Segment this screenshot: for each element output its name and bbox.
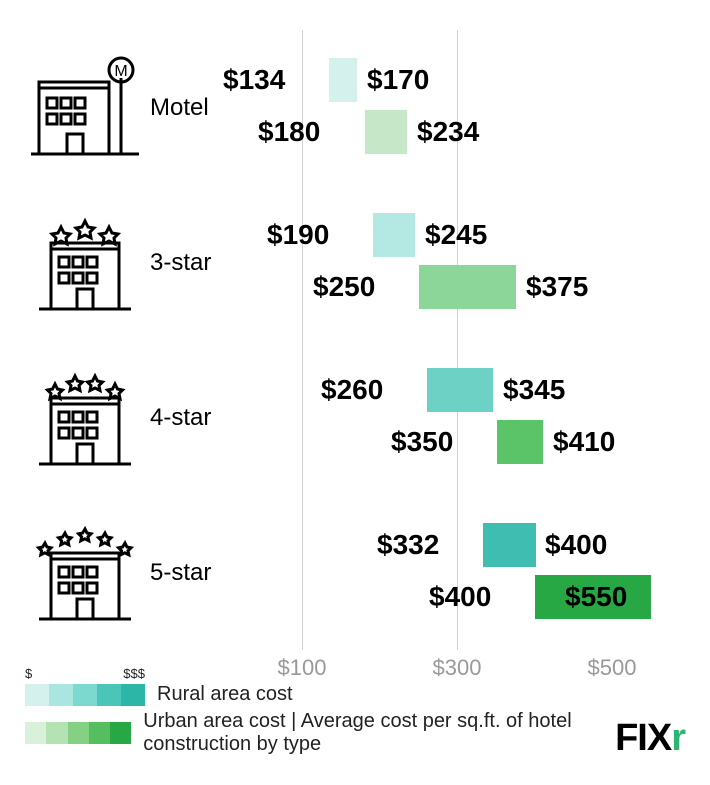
legend-scale-high: $$$ bbox=[123, 666, 145, 681]
4star-icon bbox=[20, 353, 150, 483]
motel-rural-high: $170 bbox=[367, 64, 429, 96]
legend-urban-label: Urban area cost | Average cost per sq.ft… bbox=[143, 710, 685, 756]
category-label-motel: Motel bbox=[150, 94, 225, 122]
motel-rural-low: $134 bbox=[223, 64, 285, 96]
urban-gradient-swatch bbox=[25, 722, 131, 744]
legend-scale-labels: $ $$$ bbox=[25, 666, 145, 681]
row-3star: 3-star $190 $245 $250 $375 bbox=[20, 185, 690, 340]
5star-icon bbox=[20, 508, 150, 638]
bars-5star: $332 $400 $400 $550 bbox=[225, 495, 690, 650]
3star-urban-bar bbox=[419, 265, 516, 309]
bars-4star: $260 $345 $350 $410 bbox=[225, 340, 690, 495]
5star-urban-low: $400 bbox=[429, 581, 491, 613]
motel-rural-bar bbox=[329, 58, 357, 102]
3star-urban-high: $375 bbox=[526, 271, 588, 303]
5star-urban-high: $550 bbox=[565, 581, 627, 613]
bars-3star: $190 $245 $250 $375 bbox=[225, 185, 690, 340]
chart-area: M Motel $134 $170 $180 $234 bbox=[20, 30, 690, 650]
brand-part2: r bbox=[671, 717, 685, 759]
category-label-5star: 5-star bbox=[150, 559, 225, 587]
4star-urban-low: $350 bbox=[391, 426, 453, 458]
3star-rural-bar bbox=[373, 213, 415, 257]
4star-urban-high: $410 bbox=[553, 426, 615, 458]
3star-rural-high: $245 bbox=[425, 219, 487, 251]
row-4star: 4-star $260 $345 $350 $410 bbox=[20, 340, 690, 495]
brand-part1: FIX bbox=[615, 717, 671, 759]
4star-rural-low: $260 bbox=[321, 374, 383, 406]
legend-rural-label: Rural area cost bbox=[157, 683, 293, 706]
category-label-3star: 3-star bbox=[150, 249, 225, 277]
3star-rural-low: $190 bbox=[267, 219, 329, 251]
row-5star: 5-star $332 $400 $400 $550 bbox=[20, 495, 690, 650]
5star-rural-high: $400 bbox=[545, 529, 607, 561]
motel-urban-bar bbox=[365, 110, 407, 154]
4star-urban-bar bbox=[497, 420, 543, 464]
rural-gradient-swatch bbox=[25, 684, 145, 706]
brand-logo: FIXr bbox=[615, 717, 685, 760]
legend-scale-low: $ bbox=[25, 666, 32, 681]
row-motel: M Motel $134 $170 $180 $234 bbox=[20, 30, 690, 185]
svg-text:M: M bbox=[114, 63, 127, 80]
motel-urban-high: $234 bbox=[417, 116, 479, 148]
category-label-4star: 4-star bbox=[150, 404, 225, 432]
4star-rural-bar bbox=[427, 368, 493, 412]
4star-rural-high: $345 bbox=[503, 374, 565, 406]
motel-urban-low: $180 bbox=[258, 116, 320, 148]
legend: $ $$$ Rural area cost Urban area cost | … bbox=[25, 666, 685, 760]
5star-rural-low: $332 bbox=[377, 529, 439, 561]
3star-urban-low: $250 bbox=[313, 271, 375, 303]
legend-urban: Urban area cost | Average cost per sq.ft… bbox=[25, 710, 685, 756]
legend-rural: Rural area cost bbox=[25, 683, 685, 706]
3star-icon bbox=[20, 198, 150, 328]
motel-icon: M bbox=[20, 43, 150, 173]
5star-rural-bar bbox=[483, 523, 536, 567]
bars-motel: $134 $170 $180 $234 bbox=[225, 30, 690, 185]
